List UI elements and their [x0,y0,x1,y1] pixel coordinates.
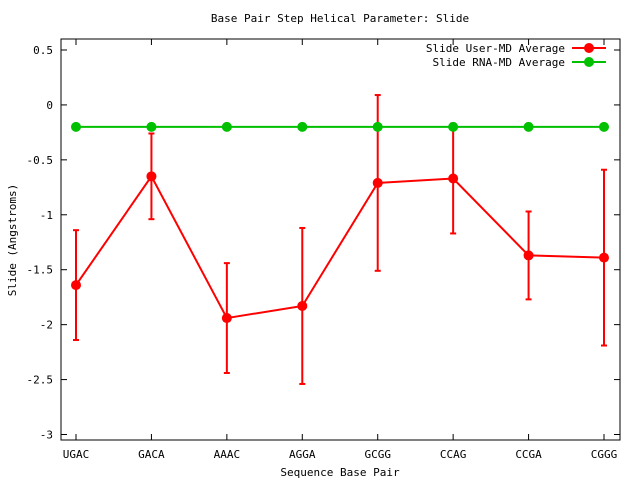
x-tick-label: AAAC [214,448,241,461]
data-point [297,121,308,132]
data-point [146,171,157,182]
y-tick-label: -1 [40,209,53,222]
data-point [448,121,459,132]
x-tick-label: GCGG [364,448,391,461]
legend-label: Slide RNA-MD Average [433,56,565,69]
x-tick-label: UGAC [63,448,90,461]
data-point [297,300,308,311]
data-point [372,177,383,188]
data-point [146,121,157,132]
x-tick-label: AGGA [289,448,316,461]
series-layer [71,94,609,385]
data-point [448,173,459,184]
x-tick-label: CCGA [515,448,542,461]
y-tick-label: -3 [40,429,53,442]
plot-frame [60,38,621,441]
data-point [221,121,232,132]
x-axis-ticks: UGAC GACA AAAC AGGA GCGG CCAG CCGA CGGG [63,39,618,461]
series-group [71,94,609,385]
y-tick-label: -1.5 [27,264,54,277]
y-axis-ticks: 0.5 0 -0.5 -1 -1.5 -2 -2.5 -3 [27,44,620,442]
y-tick-label: 0.5 [33,44,53,57]
legend-label: Slide User-MD Average [426,42,565,55]
x-tick-label: CGGG [591,448,618,461]
chart-title: Base Pair Step Helical Parameter: Slide [211,12,469,25]
y-tick-label: -0.5 [27,154,54,167]
y-axis-label: Slide (Angstroms) [6,184,19,297]
y-tick-label: -2 [40,319,53,332]
series-line [75,174,605,320]
y-tick-label: 0 [46,99,53,112]
x-tick-label: CCAG [440,448,467,461]
data-point [71,121,81,132]
x-axis-label: Sequence Base Pair [280,466,400,479]
data-point [372,121,383,132]
y-tick-label: -2.5 [27,374,54,387]
data-point [523,121,534,132]
legend-marker [584,43,594,53]
x-tick-label: GACA [138,448,165,461]
legend-marker [584,57,594,67]
data-point [523,250,534,261]
data-point [221,313,232,324]
data-point [599,121,609,132]
data-point [71,280,81,291]
data-point [599,252,609,263]
series-group [71,121,609,132]
